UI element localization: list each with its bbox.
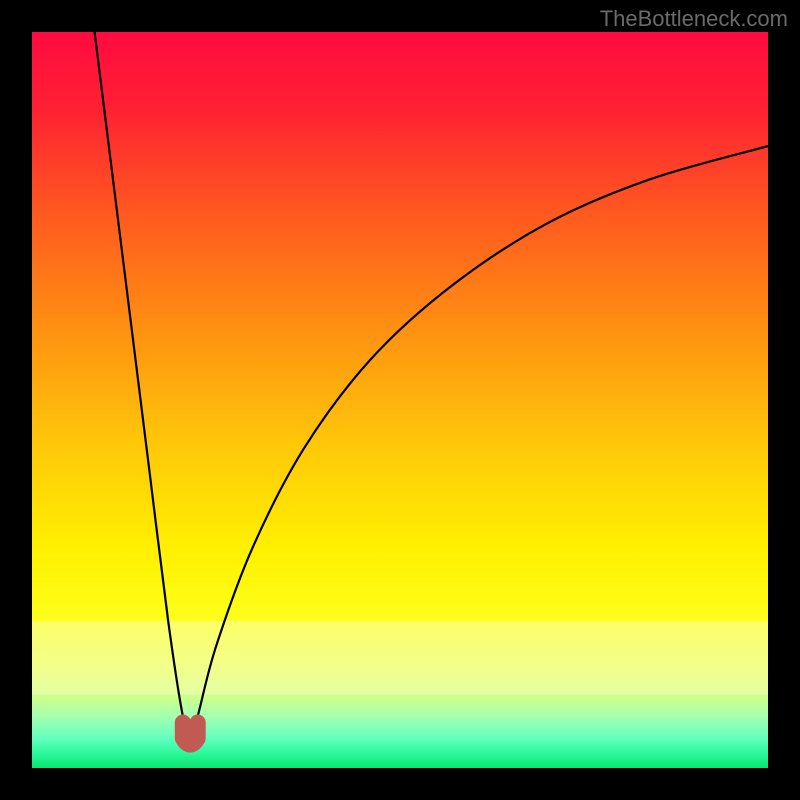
bottleneck-chart-svg: [0, 0, 800, 800]
cusp-marker-icon: [183, 723, 198, 745]
watermark-text: TheBottleneck.com: [600, 6, 788, 32]
figure-root: TheBottleneck.com: [0, 0, 800, 800]
pale-yellow-band: [32, 621, 768, 695]
